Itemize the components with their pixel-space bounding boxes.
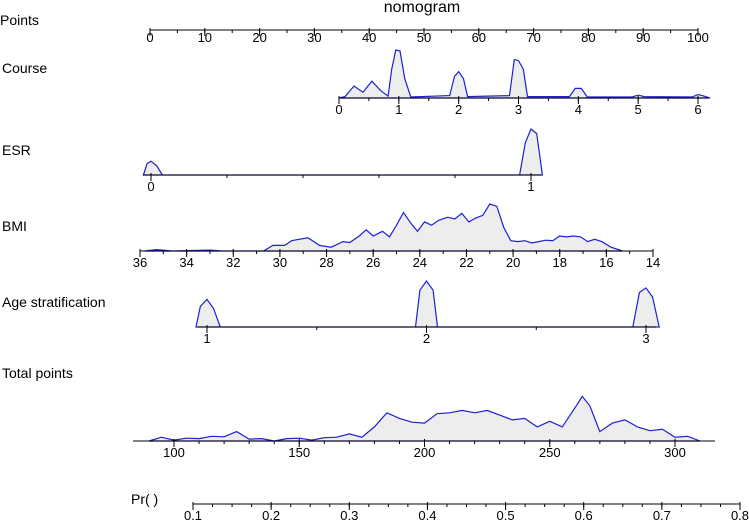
density-curve-esr <box>142 128 544 176</box>
scale-label-age: Age stratification <box>2 294 106 310</box>
tick-label-bmi: 28 <box>319 255 333 270</box>
tick-label-bmi: 32 <box>226 255 240 270</box>
tick-label-pr: 0.5 <box>497 508 515 520</box>
tick-label-pr: 0.7 <box>653 508 671 520</box>
tick-label-pr: 0.4 <box>418 508 436 520</box>
tick-label-course: 4 <box>575 102 582 117</box>
tick-label-points: 0 <box>146 30 153 45</box>
tick-label-total: 200 <box>414 445 436 460</box>
tick-label-pr: 0.6 <box>575 508 593 520</box>
tick-label-bmi: 22 <box>459 255 473 270</box>
scale-esr: ESR 0 1 <box>2 128 544 194</box>
tick-label-age: 2 <box>423 331 430 346</box>
density-curve-course <box>338 49 711 99</box>
scale-age: Age stratification 1 2 3 <box>2 279 660 346</box>
chart-title: nomogram <box>384 0 460 16</box>
tick-label-course: 0 <box>335 102 342 117</box>
tick-label-pr: 0.2 <box>262 508 280 520</box>
scale-points: Points 0 10 20 30 40 50 60 70 80 90 100 <box>0 12 709 45</box>
scale-label-esr: ESR <box>2 142 31 158</box>
tick-label-pr: 0.1 <box>184 508 202 520</box>
tick-label-points: 90 <box>636 30 650 45</box>
tick-label-bmi: 14 <box>646 255 660 270</box>
tick-label-total: 100 <box>163 445 185 460</box>
tick-label-bmi: 18 <box>552 255 566 270</box>
scale-label-bmi: BMI <box>2 218 27 234</box>
scale-pr: Pr( ) 0.1 0.2 0.3 0.4 0.5 0.6 0.7 0.8 <box>131 491 749 520</box>
tick-label-total: 300 <box>664 445 686 460</box>
tick-label-bmi: 30 <box>273 255 287 270</box>
tick-label-points: 60 <box>472 30 486 45</box>
tick-label-pr: 0.8 <box>731 508 749 520</box>
scale-total: Total points 100 150 200 250 300 <box>2 365 715 460</box>
tick-label-bmi: 24 <box>413 255 427 270</box>
tick-label-course: 6 <box>694 102 701 117</box>
tick-label-bmi: 36 <box>133 255 147 270</box>
scale-label-points: Points <box>0 12 39 28</box>
tick-label-points: 40 <box>362 30 376 45</box>
tick-label-points: 50 <box>417 30 431 45</box>
tick-label-bmi: 26 <box>366 255 380 270</box>
scale-course: Course 0 1 2 3 4 5 6 <box>2 49 711 117</box>
tick-label-total: 150 <box>288 445 310 460</box>
tick-label-course: 2 <box>455 102 462 117</box>
density-curve-bmi <box>144 203 623 252</box>
tick-label-points: 20 <box>252 30 266 45</box>
tick-label-points: 70 <box>526 30 540 45</box>
tick-label-bmi: 16 <box>599 255 613 270</box>
tick-label-age: 3 <box>642 331 649 346</box>
tick-label-esr: 1 <box>527 179 534 194</box>
tick-label-course: 3 <box>515 102 522 117</box>
scale-label-total: Total points <box>2 365 73 381</box>
tick-label-bmi: 34 <box>179 255 193 270</box>
tick-label-esr: 0 <box>147 179 154 194</box>
tick-label-age: 1 <box>203 331 210 346</box>
tick-label-points: 80 <box>581 30 595 45</box>
scale-label-pr: Pr( ) <box>131 491 158 507</box>
tick-label-points: 30 <box>307 30 321 45</box>
density-curve-age <box>195 279 660 328</box>
tick-label-points: 100 <box>687 30 709 45</box>
tick-label-points: 10 <box>198 30 212 45</box>
tick-label-course: 1 <box>395 102 402 117</box>
tick-label-bmi: 20 <box>506 255 520 270</box>
tick-label-pr: 0.3 <box>340 508 358 520</box>
tick-label-course: 5 <box>635 102 642 117</box>
scale-bmi: BMI 36 34 32 30 28 26 24 22 20 18 16 14 <box>2 203 660 270</box>
tick-label-total: 250 <box>539 445 561 460</box>
scale-label-course: Course <box>2 60 47 76</box>
density-curve-total <box>148 395 701 442</box>
